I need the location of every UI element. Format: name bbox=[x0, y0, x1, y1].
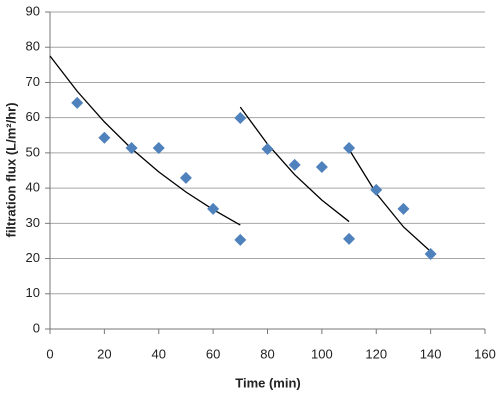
point bbox=[315, 160, 328, 173]
x-tick-label: 120 bbox=[365, 346, 387, 361]
point bbox=[71, 96, 84, 109]
y-tick-label: 30 bbox=[26, 215, 40, 230]
trend-line bbox=[239, 106, 350, 223]
point bbox=[424, 247, 437, 260]
y-tick-label: 60 bbox=[26, 109, 40, 124]
x-axis-title: Time (min) bbox=[235, 375, 301, 390]
y-tick-label: 0 bbox=[33, 320, 40, 335]
point bbox=[397, 202, 410, 215]
point bbox=[234, 112, 247, 125]
point bbox=[98, 131, 111, 144]
point bbox=[343, 232, 356, 245]
y-axis-title: filtration flux (L/m²/hr) bbox=[3, 102, 18, 237]
point bbox=[343, 141, 356, 154]
x-tick-label: 100 bbox=[311, 346, 333, 361]
point bbox=[179, 171, 192, 184]
x-tick-label: 20 bbox=[97, 346, 111, 361]
y-tick-label: 10 bbox=[26, 285, 40, 300]
y-tick-label: 80 bbox=[26, 39, 40, 54]
point bbox=[152, 141, 165, 154]
trend-line bbox=[348, 149, 432, 252]
x-tick-label: 140 bbox=[420, 346, 442, 361]
y-tick-label: 50 bbox=[26, 144, 40, 159]
y-tick-label: 70 bbox=[26, 74, 40, 89]
x-tick-label: 0 bbox=[46, 346, 53, 361]
trend-line bbox=[49, 55, 241, 226]
y-tick-label: 20 bbox=[26, 250, 40, 265]
point bbox=[261, 143, 274, 156]
point bbox=[234, 233, 247, 246]
point bbox=[125, 141, 138, 154]
y-tick-label: 40 bbox=[26, 180, 40, 195]
x-tick-label: 40 bbox=[152, 346, 166, 361]
y-tick-label: 90 bbox=[26, 3, 40, 18]
x-tick-label: 80 bbox=[260, 346, 274, 361]
point bbox=[370, 183, 383, 196]
point bbox=[207, 202, 220, 215]
x-tick-label: 160 bbox=[474, 346, 496, 361]
x-tick-label: 60 bbox=[206, 346, 220, 361]
point bbox=[288, 158, 301, 171]
